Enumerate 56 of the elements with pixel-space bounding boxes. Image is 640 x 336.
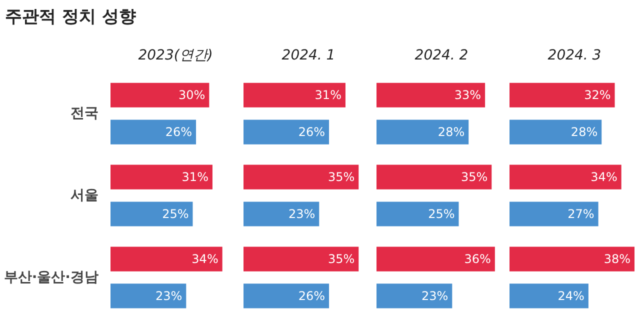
bar [376,246,495,272]
data-label: 26% [298,125,326,140]
data-label: 23% [421,288,448,303]
data-label: 32% [584,88,611,102]
y-tick-label: 서울 [70,188,98,204]
data-label: 24% [558,288,584,303]
bar [110,284,186,308]
bar [244,82,346,108]
data-label: 35% [460,170,488,184]
bar [244,246,359,272]
data-label: 26% [298,288,326,303]
data-label: 34% [192,252,218,266]
bar [244,120,330,144]
bar [510,246,634,272]
data-label: 38% [604,252,630,266]
data-label: 23% [288,206,316,221]
data-label: 25% [428,206,455,221]
bar [510,164,622,190]
bar [110,120,196,144]
data-label: 31% [182,170,208,184]
bar [510,120,602,144]
data-label: 36% [464,252,491,266]
bar [110,202,193,226]
bar [244,164,359,190]
chart-subtitle: 2023(연간) [138,48,213,64]
data-label: 30% [178,88,206,102]
data-label: 35% [328,170,355,184]
data-label: 31% [314,88,342,102]
bar [376,164,492,190]
chart-subtitle: 2024. 1 [282,48,336,64]
chart-subtitle: 2024. 3 [548,48,602,64]
data-label: 27% [568,206,594,221]
bar [110,82,210,108]
data-label: 23% [155,288,182,303]
data-label: 33% [454,88,482,102]
data-label: 28% [438,125,465,140]
bar [376,82,486,108]
bar [510,82,615,108]
bar [376,120,469,144]
bar [376,284,452,308]
data-label: 25% [162,206,189,221]
chart-subtitle: 2024. 2 [414,48,468,64]
chart-title: 주관적 정치 성향 [5,6,136,29]
data-label: 34% [590,170,618,184]
bar [376,202,459,226]
bar [244,284,330,308]
bar [244,202,320,226]
data-label: 28% [570,125,598,140]
bar [110,164,212,190]
bar [110,246,222,272]
data-label: 35% [328,252,355,266]
y-tick-label: 부산·울산·경남 [4,270,99,286]
data-label: 26% [165,125,192,140]
bar [510,284,588,308]
bar [510,202,598,226]
y-tick-label: 전국 [70,106,98,122]
